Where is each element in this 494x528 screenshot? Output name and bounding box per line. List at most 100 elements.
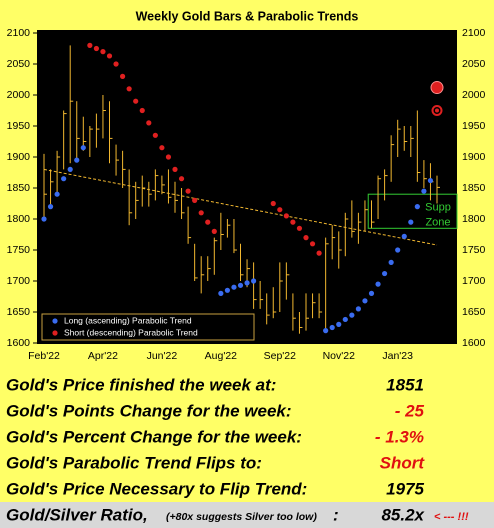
- trend-dot: [290, 219, 296, 225]
- trend-dot: [41, 216, 47, 222]
- trend-dot: [87, 42, 93, 49]
- trend-dot: [251, 278, 257, 284]
- trend-dot: [61, 176, 67, 182]
- trend-dot: [120, 73, 126, 79]
- y2-tick-label: 2100: [462, 27, 486, 39]
- trend-dot: [395, 247, 401, 253]
- flip-marker: [430, 81, 444, 95]
- trend-dot: [113, 61, 119, 67]
- trend-dot: [198, 210, 204, 216]
- trend-dot: [296, 225, 303, 231]
- trend-dot: [211, 228, 217, 234]
- trend-dot: [421, 188, 427, 194]
- trend-dot: [205, 219, 211, 225]
- y2-tick-label: 2050: [462, 58, 486, 70]
- x-tick-label: Jan'23: [382, 350, 413, 362]
- y2-tick-label: 1750: [462, 244, 486, 256]
- trend-dot: [329, 324, 335, 331]
- trend-dot: [80, 145, 86, 151]
- y-tick-label: 1900: [7, 151, 31, 163]
- legend-label: Long (ascending) Parabolic Trend: [64, 315, 192, 325]
- trend-dot: [270, 200, 276, 207]
- trend-dot: [224, 287, 230, 293]
- y2-tick-label: 1800: [462, 213, 486, 225]
- trend-dot: [375, 281, 381, 287]
- chart: 1600 1600 1650 1650 1700 1700 1750 1750 1800 1800…: [7, 27, 486, 362]
- trend-dot: [152, 132, 158, 138]
- trend-dot: [303, 235, 309, 241]
- row-value: - 1.3%: [375, 427, 424, 446]
- trend-dot: [408, 219, 414, 225]
- y-tick-label: 1850: [7, 182, 31, 194]
- x-tick-label: Aug'22: [205, 350, 238, 362]
- trend-line: [43, 168, 438, 246]
- trend-dot: [309, 241, 316, 247]
- y-tick-label: 1700: [7, 275, 31, 287]
- y-tick-label: 1600: [7, 337, 31, 349]
- trend-dot: [192, 197, 198, 203]
- trend-dot: [178, 176, 185, 182]
- y2-tick-label: 1950: [462, 120, 486, 132]
- trend-dot: [368, 290, 375, 296]
- row-value: - 25: [395, 401, 425, 420]
- trend-dot: [47, 204, 54, 210]
- trend-dot: [349, 312, 355, 318]
- y-tick-label: 2050: [7, 58, 31, 70]
- trend-dot: [159, 145, 165, 151]
- legend-marker: [52, 330, 58, 336]
- trend-dot: [316, 250, 322, 256]
- trend-dot: [106, 53, 113, 59]
- trend-dot: [388, 259, 394, 265]
- y-tick-label: 1750: [7, 244, 31, 256]
- y2-tick-label: 1650: [462, 306, 486, 318]
- ratio-row-bg: [0, 502, 494, 528]
- trend-dot: [231, 284, 237, 290]
- trend-dot: [146, 120, 152, 126]
- x-tick-label: Jun'22: [147, 350, 178, 362]
- trend-dot: [139, 107, 145, 114]
- trend-dot: [74, 157, 80, 163]
- trend-dot: [133, 98, 139, 104]
- ratio-colon: :: [333, 505, 339, 524]
- trend-dot: [382, 270, 388, 277]
- trend-dot: [54, 191, 60, 197]
- trend-dot: [401, 233, 407, 239]
- row-value: 85.2x: [381, 505, 425, 524]
- trend-dot: [283, 213, 289, 219]
- row-label: Gold's Price Necessary to Flip Trend:: [6, 479, 307, 498]
- support-zone-label: Zone: [425, 217, 450, 229]
- y-tick-label: 1950: [7, 120, 31, 132]
- chart-title: Weekly Gold Bars & Parabolic Trends: [136, 9, 359, 23]
- row-value: 1975: [386, 479, 424, 498]
- trend-dot: [427, 177, 434, 184]
- trend-dot: [67, 166, 73, 172]
- trend-dot: [362, 298, 368, 304]
- trend-dot: [185, 188, 191, 194]
- support-zone: [367, 193, 458, 229]
- trend-dot: [277, 207, 283, 213]
- ratio-note: (+80x suggests Silver too low): [166, 511, 317, 523]
- x-tick-label: Apr'22: [88, 350, 118, 362]
- summary-table: Gold's Price finished the week at: 1851 Go…: [6, 375, 469, 524]
- row-value: Short: [380, 453, 426, 472]
- trend-dot: [336, 321, 342, 327]
- trend-dot: [323, 328, 329, 334]
- y2-tick-label: 1700: [462, 275, 486, 287]
- support-zone-label: Supp: [425, 202, 451, 214]
- trend-dot: [244, 280, 250, 286]
- y-tick-label: 2100: [7, 27, 31, 39]
- x-tick-label: Sep'22: [264, 350, 297, 362]
- row-label: Gold's Points Change for the week:: [6, 401, 292, 420]
- x-tick-label: Nov'22: [323, 350, 356, 362]
- trend-dot: [172, 166, 178, 172]
- x-tick-label: Feb'22: [28, 350, 60, 362]
- trend-dot: [165, 154, 172, 160]
- legend-label: Short (descending) Parabolic Trend: [64, 327, 198, 337]
- row-label: Gold's Parabolic Trend Flips to:: [6, 453, 262, 472]
- row-value: 1851: [386, 375, 424, 394]
- y2-tick-label: 2000: [462, 89, 486, 101]
- ratio-alert: < --- !!!: [434, 511, 469, 523]
- trend-dot: [355, 306, 361, 312]
- y2-tick-label: 1600: [462, 337, 486, 349]
